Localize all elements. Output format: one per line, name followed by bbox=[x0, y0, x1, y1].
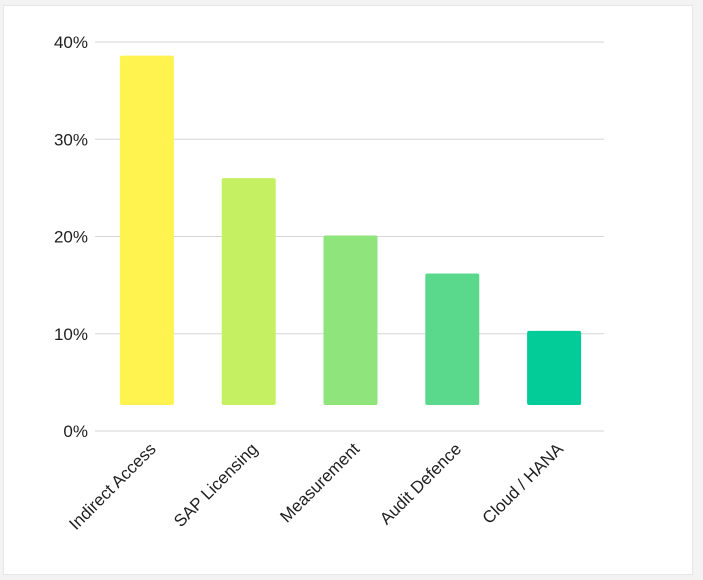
x-tick-label: Indirect Access bbox=[65, 439, 159, 533]
y-tick-label: 20% bbox=[54, 228, 88, 247]
y-tick-label: 30% bbox=[54, 130, 88, 149]
x-tick-label: Measurement bbox=[276, 439, 363, 526]
bar bbox=[119, 55, 174, 406]
bar bbox=[323, 235, 378, 405]
x-tick-label: Audit Defence bbox=[376, 439, 465, 528]
bar bbox=[221, 178, 276, 405]
y-tick-label: 0% bbox=[63, 422, 88, 441]
bar bbox=[527, 330, 582, 405]
x-tick-label: SAP Licensing bbox=[170, 439, 261, 530]
y-tick-label: 40% bbox=[54, 33, 88, 52]
y-axis-ticks: 0% 10% 20% 30% 40% bbox=[54, 33, 88, 441]
x-tick-label: Cloud / HANA bbox=[479, 439, 568, 528]
bar bbox=[425, 273, 480, 405]
x-axis-ticks: Indirect Access SAP Licensing Measurement A… bbox=[65, 439, 567, 534]
y-tick-label: 10% bbox=[54, 325, 88, 344]
bars bbox=[119, 55, 582, 406]
